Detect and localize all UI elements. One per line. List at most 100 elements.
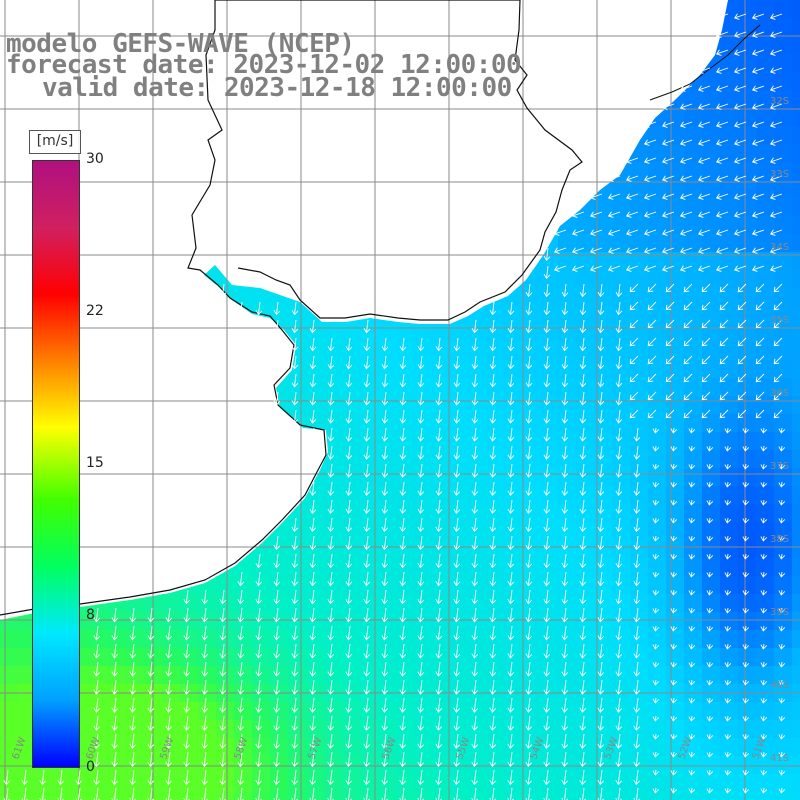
wind-arrow	[697, 211, 711, 218]
wind-arrow	[489, 589, 497, 605]
field-cell	[702, 540, 721, 559]
wind-arrow	[543, 733, 551, 749]
wind-arrow	[688, 517, 696, 524]
field-cell	[360, 216, 379, 235]
field-cell	[432, 792, 451, 800]
wind-arrow	[273, 733, 281, 749]
field-cell	[702, 630, 721, 649]
wind-arrow	[751, 193, 765, 200]
wind-arrow	[715, 13, 729, 20]
field-cell	[558, 630, 577, 649]
field-cell	[774, 216, 793, 235]
field-cell	[252, 504, 271, 523]
field-cell	[306, 648, 325, 667]
wind-arrow	[543, 301, 551, 316]
field-cell	[684, 468, 703, 487]
field-cell	[306, 504, 325, 523]
field-cell	[108, 522, 127, 541]
field-cell	[396, 612, 415, 631]
field-cell	[756, 144, 775, 163]
field-cell	[450, 234, 469, 253]
field-cell	[0, 630, 19, 649]
field-cell	[252, 108, 271, 127]
field-cell	[72, 792, 91, 800]
field-cell	[378, 342, 397, 361]
field-cell	[414, 540, 433, 559]
wind-arrow	[724, 517, 732, 524]
wind-arrow	[363, 625, 371, 641]
wind-arrow	[219, 283, 227, 298]
field-cell	[792, 414, 800, 433]
field-cell	[702, 558, 721, 577]
field-cell	[792, 144, 800, 163]
wind-arrow	[507, 427, 515, 442]
field-cell	[612, 18, 631, 37]
field-cell	[342, 522, 361, 541]
field-cell	[378, 18, 397, 37]
field-cell	[666, 468, 685, 487]
wind-arrow	[93, 643, 101, 659]
field-cell	[306, 774, 325, 793]
field-cell	[720, 756, 739, 775]
field-cell	[738, 486, 757, 505]
wind-arrow	[363, 733, 371, 749]
field-cell	[756, 72, 775, 91]
wind-arrow	[273, 571, 281, 587]
field-cell	[468, 756, 487, 775]
wind-arrow	[291, 751, 299, 768]
field-cell	[252, 630, 271, 649]
wind-arrow	[778, 625, 786, 632]
field-cell	[396, 288, 415, 307]
field-cell	[594, 270, 613, 289]
wind-arrow	[769, 265, 783, 272]
field-cell	[702, 180, 721, 199]
wind-arrow	[453, 445, 461, 460]
field-cell	[666, 0, 685, 19]
wind-arrow	[471, 499, 479, 515]
field-cell	[360, 378, 379, 397]
field-cell	[396, 576, 415, 595]
wind-arrow	[381, 571, 389, 587]
wind-arrow	[683, 283, 693, 293]
wind-arrow	[219, 589, 227, 605]
field-cell	[630, 414, 649, 433]
wind-arrow	[742, 553, 750, 560]
field-cell	[702, 504, 721, 523]
wind-arrow	[665, 391, 675, 401]
field-cell	[432, 288, 451, 307]
field-cell	[612, 666, 631, 685]
wind-arrow	[165, 697, 173, 713]
wind-arrow	[629, 301, 639, 311]
wind-arrow	[633, 445, 641, 460]
field-cell	[756, 162, 775, 181]
field-cell	[90, 576, 109, 595]
wind-arrow	[291, 409, 299, 424]
wind-arrow	[773, 283, 783, 293]
field-cell	[378, 504, 397, 523]
field-cell	[180, 738, 199, 757]
wind-arrow	[652, 769, 660, 776]
field-cell	[252, 792, 271, 800]
wind-arrow	[219, 661, 227, 677]
field-cell	[774, 234, 793, 253]
field-cell	[396, 648, 415, 667]
field-cell	[756, 18, 775, 37]
wind-arrow	[363, 571, 371, 587]
lat-label: 40S	[770, 680, 789, 691]
field-cell	[270, 342, 289, 361]
wind-arrow	[327, 769, 335, 786]
field-cell	[684, 522, 703, 541]
field-cell	[324, 630, 343, 649]
field-cell	[216, 306, 235, 325]
field-cell	[360, 774, 379, 793]
wind-arrow	[719, 319, 729, 329]
field-cell	[504, 738, 523, 757]
wind-arrow	[561, 319, 569, 334]
field-cell	[162, 558, 181, 577]
field-cell	[360, 612, 379, 631]
field-cell	[162, 342, 181, 361]
wind-arrow	[615, 463, 623, 478]
wind-arrow	[471, 589, 479, 605]
wind-arrow	[579, 553, 587, 569]
wind-arrow	[291, 373, 299, 388]
